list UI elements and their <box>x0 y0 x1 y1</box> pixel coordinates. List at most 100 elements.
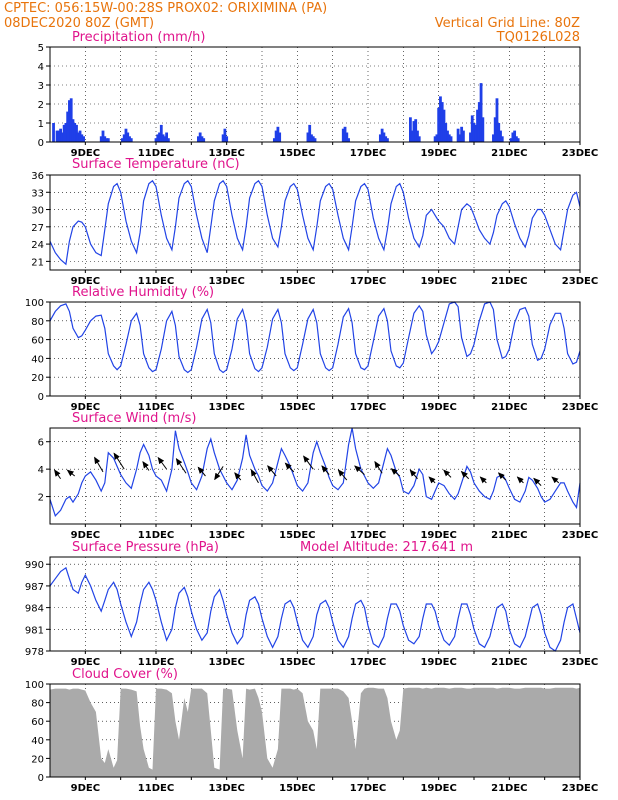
bar-precip-25 <box>126 132 130 142</box>
bar-precip-81 <box>469 132 472 142</box>
bar-precip-91 <box>495 98 499 142</box>
bar-precip-82 <box>470 115 474 142</box>
wind-arrow-18 <box>390 468 401 477</box>
bar-precip-47 <box>306 132 310 142</box>
panel-subtitle-pressure: Model Altitude: 217.641 m <box>300 540 473 555</box>
line-rh <box>49 301 581 374</box>
bar-precip-4 <box>60 132 64 142</box>
frame-cloud <box>49 683 581 778</box>
bar-precip-79 <box>460 126 464 142</box>
bar-precip-63 <box>412 121 416 142</box>
ytick-label-cloud-0: 0 <box>38 773 44 784</box>
bar-precip-54 <box>345 132 349 142</box>
bar-precip-21 <box>106 138 110 142</box>
xtick-label-rh-3: 15DEC <box>279 402 315 413</box>
bar-precip-33 <box>163 136 167 142</box>
bar-precip-46 <box>278 132 282 142</box>
panel-pressure: Surface Pressure (hPa) Model Altitude: 21… <box>25 540 598 668</box>
bar-precip-76 <box>449 136 453 142</box>
bar-precip-69 <box>437 107 441 142</box>
panel-title-temp: Surface Temperature (nC) <box>72 157 240 172</box>
wind-arrow-20 <box>428 476 436 484</box>
bar-precip-59 <box>384 136 388 142</box>
ytick-label-pressure-3: 987 <box>25 582 44 593</box>
ytick-label-rh-1: 20 <box>31 373 44 384</box>
bar-precip-55 <box>347 138 350 142</box>
xtick-label-cloud-2: 13DEC <box>208 783 244 794</box>
bar-precip-83 <box>472 123 476 142</box>
bar-precip-9 <box>69 98 73 142</box>
wind-arrow-2 <box>94 456 104 473</box>
ytick-label-precip-3: 3 <box>38 81 44 92</box>
xtick-label-rh-7: 23DEC <box>562 402 598 413</box>
ytick-label-pressure-0: 978 <box>25 647 44 658</box>
ytick-label-cloud-4: 80 <box>31 699 44 710</box>
bar-precip-64 <box>414 119 418 142</box>
xtick-label-wind-1: 11DEC <box>138 530 174 541</box>
area-cloud <box>50 687 580 777</box>
bar-precip-20 <box>105 138 108 142</box>
xtick-label-wind-2: 13DEC <box>208 530 244 541</box>
line-temp <box>49 179 581 266</box>
bar-precip-87 <box>479 83 483 142</box>
xtick-label-precip-6: 21DEC <box>491 148 527 159</box>
wind-arrow-4 <box>142 461 150 471</box>
ytick-label-wind-0: 2 <box>38 493 44 504</box>
xtick-label-pressure-7: 23DEC <box>562 657 598 668</box>
frame-rh <box>49 301 581 397</box>
xtick-label-cloud-3: 15DEC <box>279 783 315 794</box>
ytick-label-rh-3: 60 <box>31 336 44 347</box>
bar-precip-73 <box>444 123 448 142</box>
wind-arrow-5 <box>157 456 168 470</box>
bar-precip-99 <box>516 138 520 142</box>
wind-arrow-1 <box>66 469 76 477</box>
bar-precip-36 <box>197 136 200 142</box>
bar-precip-48 <box>308 124 312 142</box>
bar-precip-15 <box>80 134 84 142</box>
xtick-label-pressure-5: 19DEC <box>420 657 456 668</box>
bar-precip-41 <box>223 128 227 142</box>
bar-precip-29 <box>156 134 160 142</box>
bar-precip-53 <box>343 126 347 142</box>
bar-precip-16 <box>82 136 85 142</box>
panel-temp: Surface Temperature (nC) 21 24 27 30 33 36 9DEC… <box>31 157 598 287</box>
xtick-label-rh-2: 13DEC <box>208 402 244 413</box>
xtick-label-temp-0: 9DEC <box>71 276 100 287</box>
bar-precip-68 <box>435 134 439 142</box>
bar-precip-42 <box>225 136 229 142</box>
xtick-label-temp-5: 19DEC <box>420 276 456 287</box>
bar-precip-23 <box>122 134 126 142</box>
ytick-label-temp-3: 30 <box>31 206 44 217</box>
bar-precip-96 <box>511 132 515 142</box>
bar-precip-75 <box>447 134 451 142</box>
bar-precip-67 <box>433 136 437 142</box>
xtick-label-rh-4: 17DEC <box>350 402 386 413</box>
xtick-label-precip-4: 17DEC <box>350 148 386 159</box>
ytick-label-rh-2: 40 <box>31 354 44 365</box>
xtick-label-cloud-4: 17DEC <box>350 783 386 794</box>
panel-rh: Relative Humidity (%) 0 20 40 60 80 100 9DEC 11D… <box>25 285 598 413</box>
bar-precip-35 <box>166 138 170 142</box>
bar-precip-19 <box>103 136 107 142</box>
xtick-label-temp-1: 11DEC <box>138 276 174 287</box>
frame-wind <box>49 427 581 525</box>
bar-precip-37 <box>198 132 202 142</box>
bar-precip-2 <box>57 130 61 142</box>
bar-precip-86 <box>477 102 481 142</box>
wind-arrow-22 <box>460 470 470 480</box>
wind-arrow-8 <box>214 466 224 481</box>
ytick-label-rh-5: 100 <box>25 298 44 309</box>
xtick-label-temp-7: 23DEC <box>562 276 598 287</box>
xtick-label-pressure-4: 17DEC <box>350 657 386 668</box>
ytick-label-cloud-1: 20 <box>31 754 44 765</box>
xtick-label-precip-2: 13DEC <box>208 148 244 159</box>
bar-precip-17 <box>99 136 103 142</box>
bar-precip-44 <box>274 130 278 142</box>
bar-precip-94 <box>500 136 504 142</box>
bar-precip-92 <box>497 123 501 142</box>
header-grid-line: Vertical Grid Line: 80Z <box>435 16 580 31</box>
bar-precip-95 <box>509 138 513 142</box>
ytick-label-temp-2: 27 <box>31 223 44 234</box>
panel-title-cloud: Cloud Cover (%) <box>72 667 178 682</box>
bar-precip-11 <box>73 123 77 142</box>
